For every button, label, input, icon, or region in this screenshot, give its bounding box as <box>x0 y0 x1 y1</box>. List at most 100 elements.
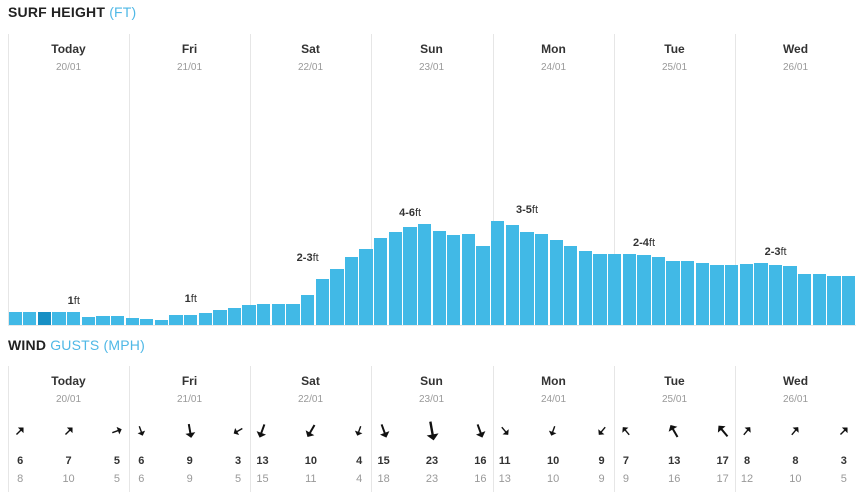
wind-gust: 15 <box>256 473 269 485</box>
wind-gust: 13 <box>498 473 511 485</box>
wind-gust: 12 <box>740 473 754 485</box>
surf-bar <box>52 312 66 325</box>
wind-speed: 7 <box>65 455 72 467</box>
wind-direction-arrow-icon <box>64 427 73 436</box>
day-date: 25/01 <box>661 62 688 73</box>
day-name: Today <box>51 42 86 56</box>
surf-bar <box>505 225 519 325</box>
wind-title: WIND GUSTS (MPH) <box>8 337 145 353</box>
surf-bar <box>154 320 169 325</box>
day-separator <box>371 366 372 492</box>
surf-bar <box>549 240 563 325</box>
surf-bar <box>695 263 710 325</box>
surf-bar <box>461 234 476 325</box>
day-header: Mon 24/01 <box>493 374 614 405</box>
day-separator <box>493 34 494 325</box>
wind-gust: 10 <box>62 473 75 485</box>
day-name: Sun <box>420 374 443 388</box>
surf-unit: ft <box>312 252 319 264</box>
wind-speed: 4 <box>356 455 363 467</box>
surf-bar <box>651 257 666 325</box>
day-date: 26/01 <box>782 62 809 73</box>
surf-bar <box>81 317 95 325</box>
surf-bar <box>564 246 578 325</box>
surf-bar <box>666 261 680 325</box>
surf-bar <box>812 274 826 325</box>
day-separator <box>8 34 9 325</box>
day-header: Today 20/01 <box>8 374 129 405</box>
surf-height-label: 3-5ft <box>516 204 538 216</box>
day-date: 25/01 <box>661 394 688 405</box>
wind-gust: 10 <box>789 473 802 485</box>
surf-bar <box>257 304 271 325</box>
day-separator <box>129 366 130 492</box>
day-separator <box>250 34 251 325</box>
surf-bar <box>622 254 636 325</box>
day-name: Wed <box>782 42 809 56</box>
wind-gust: 10 <box>547 473 560 485</box>
day-name: Tue <box>664 374 685 388</box>
day-header: Sun 23/01 <box>371 374 492 405</box>
surf-bar <box>754 263 768 325</box>
wind-speed: 10 <box>304 455 317 467</box>
surf-bar <box>578 251 593 325</box>
wind-direction-arrow-icon <box>305 424 316 438</box>
day-name: Wed <box>782 374 809 388</box>
day-name: Sun <box>420 42 443 56</box>
surf-bar <box>607 254 622 325</box>
surf-bar <box>227 308 242 325</box>
day-date: 26/01 <box>782 394 809 405</box>
wind-speed: 15 <box>377 455 390 467</box>
wind-direction-arrow-icon <box>111 426 122 435</box>
surf-height-title: SURF HEIGHT (FT) <box>8 4 136 20</box>
wind-speed: 8 <box>792 455 799 467</box>
day-header: Fri 21/01 <box>129 374 250 405</box>
day-separator <box>129 34 130 325</box>
surf-bar <box>681 261 695 325</box>
surf-unit: ft <box>531 204 539 216</box>
surf-height-label: 1ft <box>185 293 197 305</box>
wind-speed: 23 <box>425 455 439 467</box>
surf-height-label: 2-3ft <box>765 246 787 258</box>
surf-height-label: 4-6ft <box>399 207 421 219</box>
surf-range: 2-3 <box>764 246 781 258</box>
day-name: Fri <box>181 42 198 56</box>
surf-bar <box>447 235 461 325</box>
day-header: Tue 25/01 <box>614 42 735 73</box>
surf-height-label: 1ft <box>68 295 80 307</box>
wind-direction-arrow-icon <box>379 424 389 438</box>
wind-direction-arrow-icon <box>16 427 24 436</box>
day-header: Tue 25/01 <box>614 374 735 405</box>
surf-bar <box>198 313 212 325</box>
surf-bar <box>125 318 139 325</box>
surf-bar <box>637 255 651 325</box>
wind-direction-arrow-icon <box>839 427 848 436</box>
wind-gust: 5 <box>235 473 242 485</box>
day-name: Sat <box>301 42 320 56</box>
surf-bar <box>8 312 22 325</box>
wind-speed: 9 <box>186 455 193 467</box>
surf-bar <box>403 227 417 325</box>
surf-bar <box>67 312 81 325</box>
wind-speed: 3 <box>840 455 847 467</box>
wind-gust: 16 <box>474 473 487 485</box>
surf-bar <box>710 265 724 325</box>
wind-gust: 5 <box>113 473 120 485</box>
day-date: 21/01 <box>176 62 203 73</box>
day-name: Sat <box>301 374 320 388</box>
surf-unit: ft <box>414 207 422 219</box>
wind-speed: 10 <box>547 455 560 467</box>
surf-bar <box>827 276 841 325</box>
wind-gust: 17 <box>716 473 729 485</box>
day-date: 21/01 <box>176 394 203 405</box>
day-date: 23/01 <box>418 62 445 73</box>
surf-bar <box>520 232 534 325</box>
surf-bar <box>213 310 227 325</box>
wind-speed: 6 <box>138 455 145 467</box>
wind-speed: 13 <box>256 455 269 467</box>
wind-direction-arrow-icon <box>355 426 363 436</box>
day-name: Mon <box>541 374 566 388</box>
surf-bar <box>768 265 783 325</box>
day-name: Tue <box>664 42 685 56</box>
wind-direction-arrow-icon <box>257 424 267 438</box>
